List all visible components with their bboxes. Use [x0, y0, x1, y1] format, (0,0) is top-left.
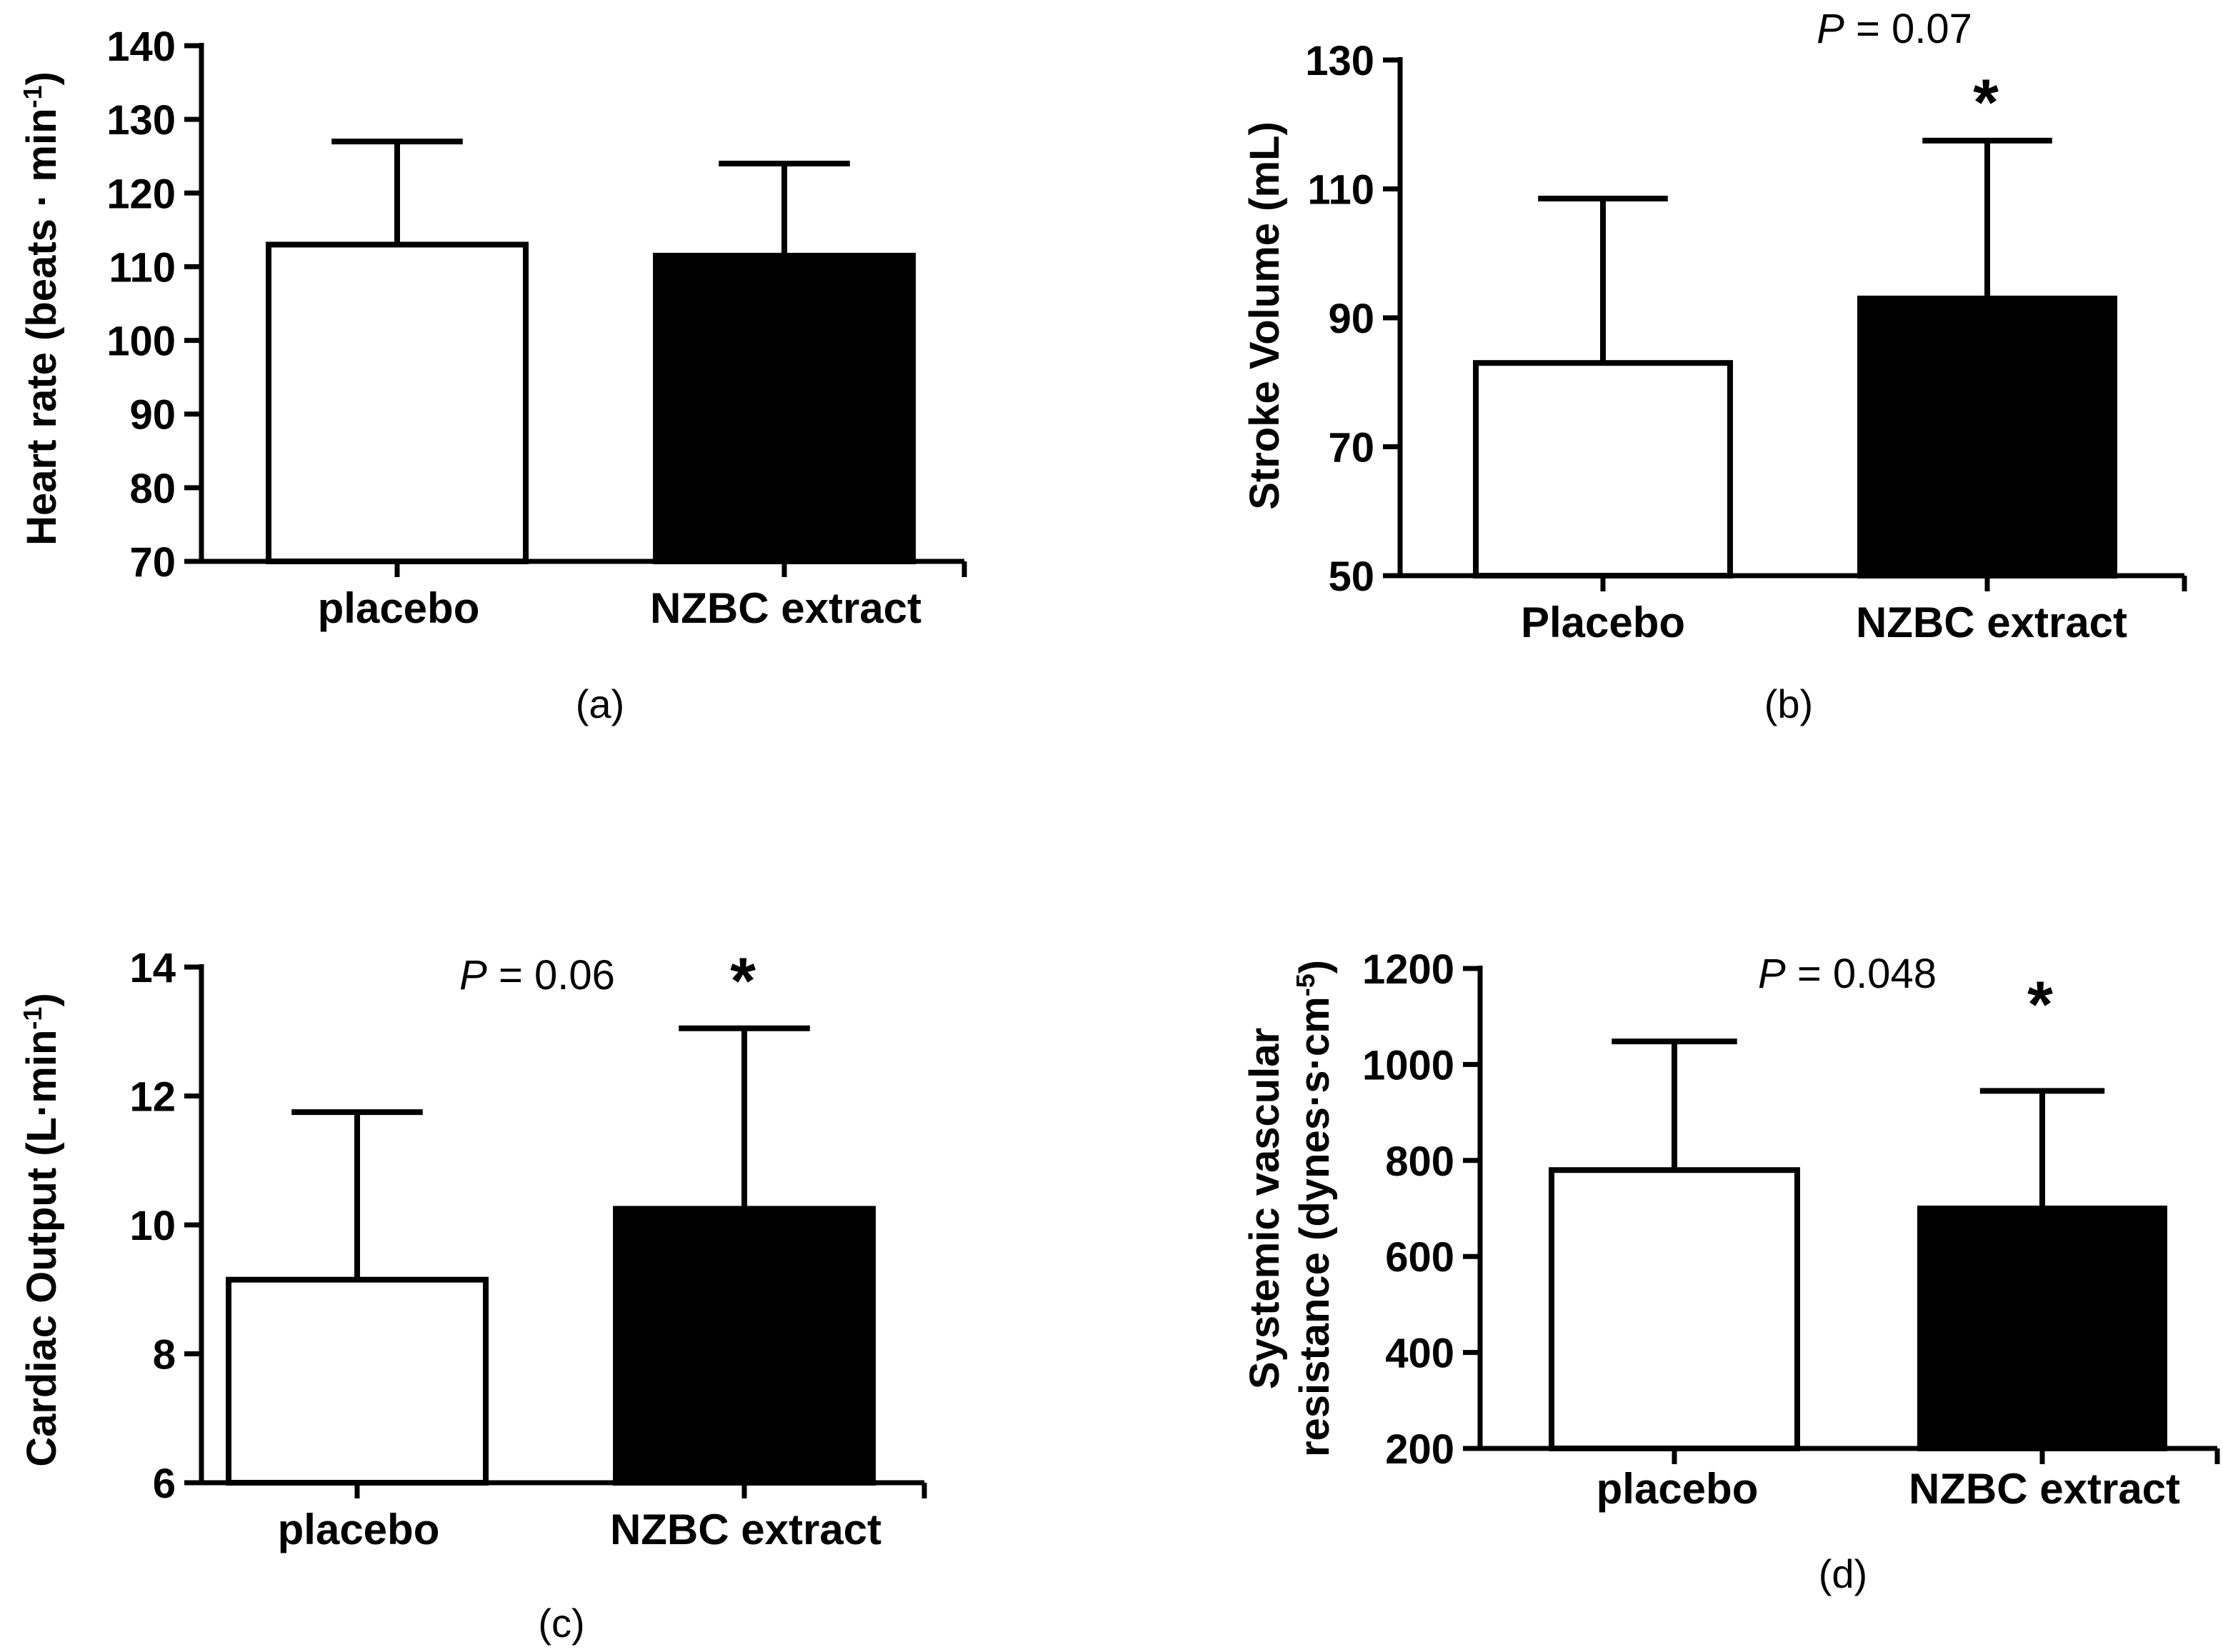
panel-c-ytick-label-5: 14 [129, 945, 176, 991]
panel-c-ytick-label-2: 8 [153, 1332, 176, 1378]
panel-c-y-axis-title-main: Cardiac Output (L [19, 1117, 65, 1467]
panel-d-significance-star: * [2027, 968, 2053, 1041]
panel-c-p-letter: P [459, 952, 487, 998]
panel-c-bars [226, 1025, 876, 1486]
panel-d-label: (d) [1819, 1551, 1867, 1596]
panel-d-p-annotation: P = 0.048 [1758, 951, 1937, 997]
panel-d-ytick-label-6: 1200 [1362, 946, 1454, 993]
panel-a-ytick-label-2: 80 [129, 466, 176, 512]
panel-c-category-label-1: placebo [278, 1506, 440, 1553]
panel-d: 200 400 600 800 1000 1200 placebo NZBC extrac… [1242, 946, 2220, 1596]
panel-c-y-axis-title-sup: -1 [18, 1007, 47, 1030]
panel-c-label: (c) [538, 1601, 584, 1646]
panel-b-category-label-1: Placebo [1521, 599, 1685, 646]
panel-b-y-axis-title: Stroke Volume (mL) [1242, 121, 1288, 510]
panel-c-bar-1 [226, 1276, 489, 1486]
panel-a: 70 80 90 100 110 120 130 140 placebo NZBC extra… [18, 24, 967, 726]
panel-d-y-axis-title-close: ) [1292, 960, 1338, 973]
panel-c-ytick-label-4: 12 [129, 1074, 176, 1121]
panel-a-y-axis-title-close: ) [19, 71, 65, 85]
panel-d-p-letter: P [1758, 951, 1786, 997]
panel-a-label: (a) [576, 681, 624, 726]
panel-a-bar-2 [653, 252, 916, 564]
panel-d-category-label-2: NZBC extract [1909, 1465, 2180, 1513]
panel-b-ytick-label-3: 90 [1328, 296, 1374, 342]
panel-d-p-value: = 0.048 [1797, 951, 1937, 997]
panel-b-p-letter: P [1817, 6, 1844, 52]
panel-b-ytick-label-1: 50 [1328, 554, 1374, 600]
panel-a-bar-1 [266, 241, 529, 564]
panel-c: 6 8 10 12 14 placebo NZBC extract Cardiac Ou… [18, 945, 927, 1646]
panel-a-ytick-labels: 70 80 90 100 110 120 130 140 [106, 24, 176, 586]
panel-c-y-axis-title-close: ) [19, 993, 65, 1006]
panel-a-axes [184, 43, 967, 577]
panel-d-bars [1549, 1038, 2167, 1451]
panel-c-ytick-labels: 6 8 10 12 14 [129, 945, 176, 1507]
panel-c-y-axis-title-unit: min [19, 1030, 65, 1103]
panel-c-y-axis-title: Cardiac Output (L·min-1) [18, 993, 65, 1467]
panel-b-bar-2 [1857, 295, 2117, 579]
panel-b-significance-star: * [1973, 66, 1999, 139]
panel-d-ytick-label-2: 400 [1385, 1331, 1454, 1377]
panel-a-bars [266, 139, 916, 564]
panel-a-ytick-label-5: 110 [109, 244, 176, 291]
panel-a-ytick-label-1: 70 [129, 539, 176, 586]
panel-b-axes [1383, 57, 2187, 591]
panel-c-p-value: = 0.06 [499, 952, 615, 998]
panel-a-y-axis-title-sup: -1 [18, 85, 47, 108]
panel-c-ytick-label-1: 6 [153, 1461, 176, 1507]
panel-d-y-axis-title: Systemic vascularresistance (dynes·s·cm-… [1242, 960, 1338, 1457]
panel-a-ytick-label-7: 130 [106, 97, 176, 144]
panel-d-ytick-labels: 200 400 600 800 1000 1200 [1362, 946, 1454, 1473]
panel-c-category-label-2: NZBC extract [610, 1506, 881, 1553]
panel-a-ytick-label-8: 140 [106, 24, 176, 70]
panel-d-y-axis-title-sup: -5 [1291, 973, 1320, 996]
panel-a-y-axis-title-main: Heart rate (beats [19, 219, 65, 546]
panel-a-category-label-1: placebo [318, 584, 480, 632]
panel-d-bar-2 [1917, 1206, 2167, 1451]
panel-d-y-axis-title-line2: resistance (dynes·s·cm [1292, 996, 1338, 1457]
panel-d-bar-1 [1549, 1167, 1800, 1451]
panel-a-y-axis-title: Heart rate (beats · min-1) [18, 71, 65, 546]
panel-b-bar-1 [1473, 360, 1733, 579]
panel-b-ytick-labels: 50 70 90 110 130 [1305, 38, 1374, 600]
panel-c-axes [184, 964, 927, 1498]
panel-d-ytick-label-1: 200 [1385, 1426, 1454, 1473]
panel-b-label: (b) [1764, 681, 1813, 726]
panel-a-y-axis-title-dot: · [19, 194, 65, 207]
panel-c-y-axis-title-dot: · [19, 1103, 65, 1117]
panel-a-category-label-2: NZBC extract [650, 584, 921, 632]
panel-d-ytick-label-4: 800 [1385, 1138, 1454, 1185]
panel-a-ytick-label-6: 120 [106, 171, 176, 217]
panel-b-p-value: = 0.07 [1856, 6, 1972, 52]
panel-b-ytick-label-5: 130 [1305, 38, 1374, 84]
panel-b: 50 70 90 110 130 Placebo NZBC extract Stroke… [1242, 6, 2187, 726]
panel-b-p-annotation: P = 0.07 [1817, 6, 1972, 52]
panel-c-significance-star: * [730, 945, 756, 1018]
panel-b-bars [1473, 137, 2117, 579]
panel-c-bar-2 [613, 1206, 876, 1486]
panel-d-category-label-1: placebo [1597, 1465, 1759, 1513]
panel-b-ytick-label-2: 70 [1328, 425, 1374, 471]
panel-c-p-annotation: P = 0.06 [459, 952, 615, 998]
panel-d-ytick-label-5: 1000 [1362, 1042, 1454, 1088]
panel-b-ytick-label-4: 110 [1307, 167, 1374, 214]
panel-a-ytick-label-4: 100 [106, 319, 176, 365]
panel-b-category-label-2: NZBC extract [1856, 599, 2127, 646]
panel-d-y-axis-title-line1: Systemic vascular [1242, 1028, 1288, 1389]
panel-d-ytick-label-3: 600 [1385, 1234, 1454, 1281]
panel-c-ytick-label-3: 10 [129, 1203, 176, 1249]
panel-a-ytick-label-3: 90 [129, 392, 176, 439]
panel-d-axes [1463, 966, 2220, 1464]
panel-a-y-axis-title-unit: min [19, 108, 65, 181]
